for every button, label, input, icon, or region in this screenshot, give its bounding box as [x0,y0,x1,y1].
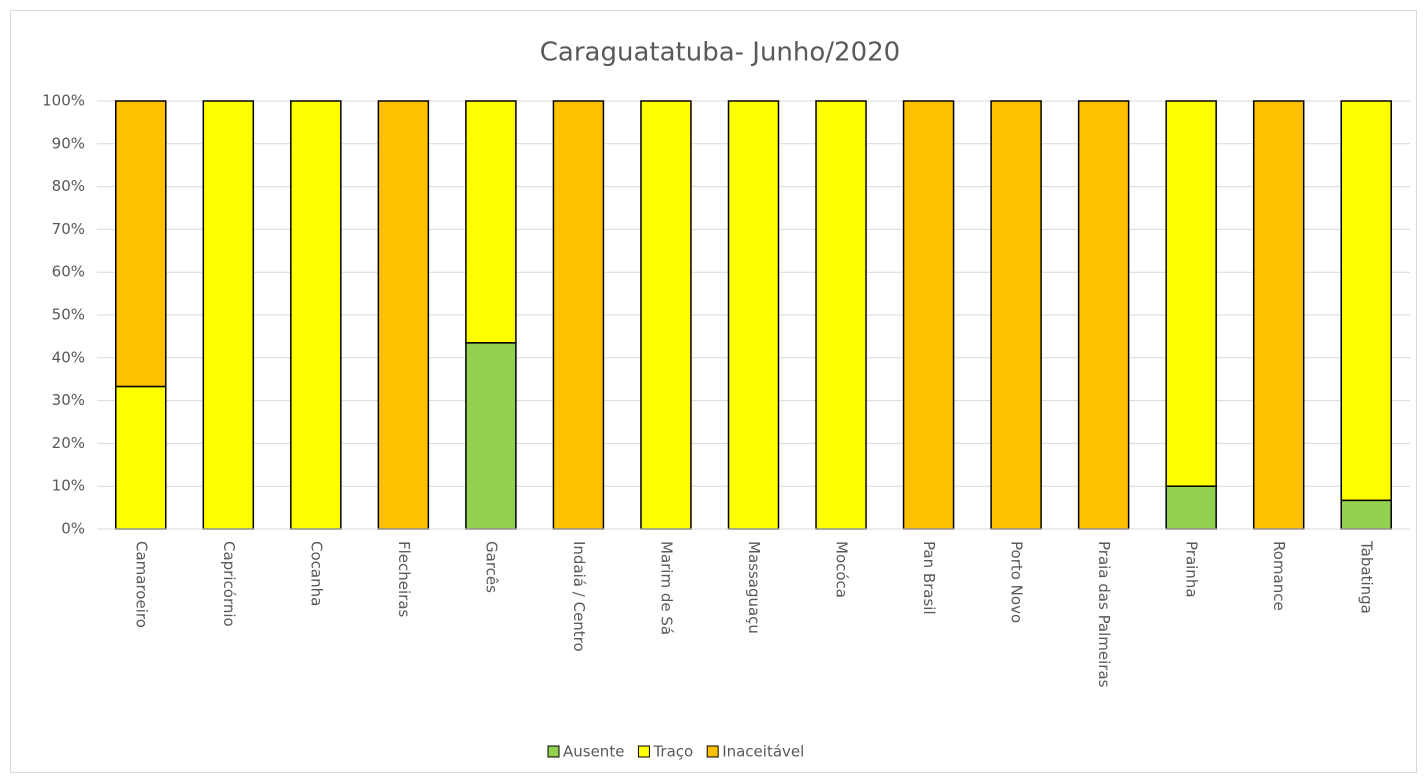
x-tick-label: Pan Brasil [920,541,938,615]
x-tick-label: Massaguaçu [745,541,763,634]
legend-swatch [706,745,719,758]
legend-swatch [547,745,560,758]
bar-segment [115,100,167,388]
legend-label: Ausente [563,743,624,761]
bar-segment [202,100,255,530]
y-tick-label: 20% [52,434,85,452]
x-tick-label: Mocóca [833,541,851,598]
x-tick-label: Tabatinga [1358,540,1376,614]
y-tick-label: 40% [52,348,85,366]
x-tick-label: Romance [1270,541,1288,611]
y-tick-label: 70% [52,220,85,238]
bar-segment [1077,100,1130,530]
y-tick-label: 90% [52,134,85,152]
bar-segment [1340,100,1392,502]
bar-segment [377,100,430,530]
x-tick-label: Cocanha [307,541,325,606]
bar-segment [465,100,517,344]
x-tick-label: Praia das Palmeiras [1095,541,1113,688]
x-tick-label: Porto Novo [1008,541,1026,623]
legend-label: Inaceitável [722,743,804,761]
bar-segment [115,385,167,530]
y-tick-label: 60% [52,263,85,281]
x-tick-label: Marim de Sá [657,541,675,635]
y-tick-label: 0% [61,520,85,538]
bar-segment [640,100,692,530]
bar-segment [1165,485,1217,530]
bar-segment [990,100,1042,530]
bar-segment [465,342,517,530]
bar-segment [902,100,955,530]
y-tick-label: 30% [52,391,85,409]
x-tick-label: Flecheiras [395,541,413,618]
y-tick-label: 50% [52,306,85,324]
legend-label: Traço [652,743,693,761]
legend-swatch [637,745,650,758]
bar-segment [552,100,605,530]
y-tick-label: 100% [42,92,85,110]
bar-segment [290,100,342,530]
bar-segment [727,100,780,530]
bar-segment [1252,100,1305,530]
chart-title: Caraguatatuba- Junho/2020 [540,38,900,68]
x-tick-label: Prainha [1183,541,1201,598]
y-tick-label: 10% [52,477,85,495]
y-tick-label: 80% [52,177,85,195]
x-tick-label: Camaroeiro [132,541,150,628]
x-tick-label: Indaiá / Centro [570,541,588,652]
bar-segment [1165,100,1217,487]
x-tick-label: Garcês [482,541,500,593]
bar-segment [815,100,867,530]
bar-segment [1340,499,1392,530]
x-tick-label: Capricórnio [220,541,238,627]
